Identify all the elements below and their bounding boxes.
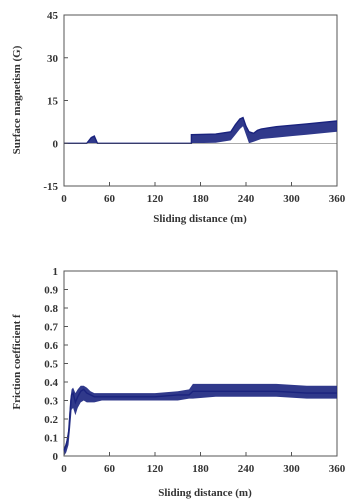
x-tick-label: 360 (329, 463, 346, 475)
x-tick-label: 360 (329, 193, 346, 205)
y-tick-label: 0.8 (44, 303, 58, 315)
series-line (63, 388, 337, 451)
x-axis-label: Sliding distance (m) (158, 487, 252, 499)
series-band (64, 383, 337, 456)
y-tick-label: -15 (43, 181, 58, 193)
y-tick-label: 0.3 (44, 396, 58, 408)
y-tick-label: 1 (53, 266, 59, 278)
series-band (64, 117, 337, 144)
x-tick-label: 60 (104, 193, 116, 205)
x-tick-label: 120 (147, 193, 164, 205)
y-tick-label: 0.4 (44, 377, 58, 389)
x-tick-label: 0 (61, 463, 67, 475)
friction-series (63, 383, 337, 456)
y-axis-label: Surface magnetism (G) (11, 45, 23, 154)
x-tick-label: 0 (61, 193, 67, 205)
friction-axes: 0 60 120 180 240 300 360 0 0.1 0.2 0.3 0.4 0.5 0.6 0.7… (44, 266, 346, 475)
x-axis-label: Sliding distance (m) (153, 213, 247, 225)
plot-area-frame (63, 270, 338, 457)
y-tick-label: 0.7 (44, 322, 58, 334)
x-tick-label: 120 (147, 463, 164, 475)
y-tick-label: 0 (53, 451, 59, 463)
x-tick-label: 240 (238, 463, 255, 475)
magnetism-series (64, 116, 338, 144)
x-tick-label: 180 (192, 193, 209, 205)
y-tick-label: 0.1 (44, 433, 58, 445)
y-tick-label: 45 (47, 10, 59, 22)
y-tick-label: 0.2 (44, 414, 58, 426)
x-tick-label: 240 (238, 193, 255, 205)
friction-chart: 0 60 120 180 240 300 360 0 0.1 0.2 0.3 0.4 0.5 0.6 0.7… (11, 266, 346, 499)
y-tick-label: 15 (47, 96, 59, 108)
y-tick-label: 0 (53, 138, 59, 150)
y-tick-label: 0.5 (44, 359, 58, 371)
y-tick-label: 0.9 (44, 285, 58, 297)
y-tick-label: 0.6 (44, 340, 58, 352)
x-tick-label: 300 (283, 193, 300, 205)
x-tick-label: 300 (283, 463, 300, 475)
x-tick-label: 60 (104, 463, 116, 475)
x-tick-label: 180 (192, 463, 209, 475)
plot-area-frame (63, 14, 338, 187)
y-axis-label: Friction coefficient f (11, 314, 23, 410)
y-tick-label: 30 (47, 53, 59, 65)
